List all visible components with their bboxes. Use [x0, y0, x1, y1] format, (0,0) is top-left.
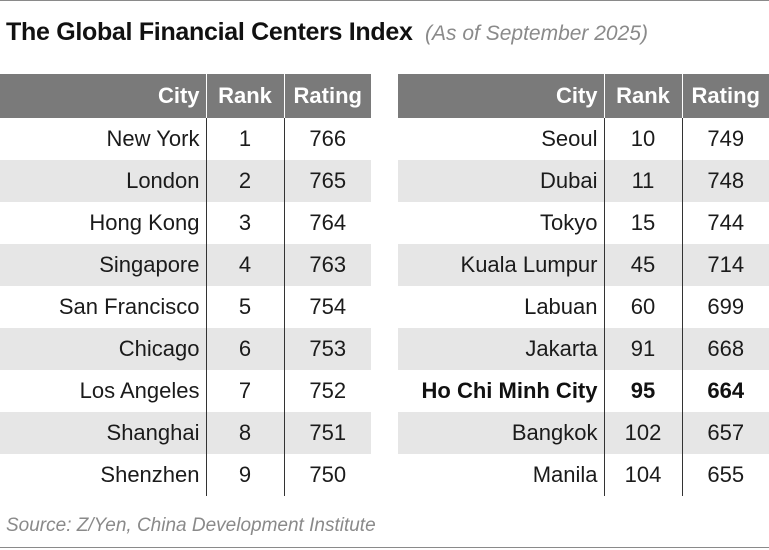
- rank-cell: 4: [205, 244, 285, 286]
- rank-cell: 8: [205, 412, 285, 454]
- ranking-table-left: City Rank Rating New York 1 766 London 2 765 H…: [0, 74, 371, 496]
- city-cell: Dubai: [398, 160, 604, 202]
- title-row: The Global Financial Centers Index (As o…: [6, 18, 648, 52]
- table-row: London 2 765: [0, 160, 371, 202]
- table-header-row: City Rank Rating: [0, 74, 371, 118]
- city-cell: Jakarta: [398, 328, 604, 370]
- rating-cell: 750: [309, 462, 347, 487]
- city-cell: Labuan: [524, 294, 598, 319]
- rank-cell: 95: [603, 370, 683, 412]
- city-cell: London: [0, 160, 206, 202]
- page-subtitle: (As of September 2025): [425, 22, 648, 45]
- column-header-rank: Rank: [205, 74, 285, 118]
- rank-cell: 45: [603, 244, 683, 286]
- rating-cell: 765: [284, 160, 371, 202]
- rank-cell: 9: [205, 454, 285, 496]
- city-cell: Singapore: [0, 244, 206, 286]
- table-row: Chicago 6 753: [0, 328, 371, 370]
- rating-cell: 753: [284, 328, 371, 370]
- city-cell: Seoul: [541, 126, 598, 151]
- table-row: Labuan 60 699: [398, 286, 769, 328]
- rating-cell: 744: [707, 210, 745, 235]
- column-header-rating: Rating: [284, 74, 371, 118]
- table-row: Tokyo 15 744: [398, 202, 769, 244]
- table-row: Shenzhen 9 750: [0, 454, 371, 496]
- city-cell: Manila: [532, 462, 598, 487]
- city-cell: Tokyo: [540, 210, 598, 235]
- rank-cell: 104: [603, 454, 683, 496]
- bottom-rule: [0, 547, 769, 548]
- ranking-table-right: City Rank Rating Seoul 10 749 Dubai 11 748 Tok…: [398, 74, 769, 496]
- rating-cell: 748: [682, 160, 769, 202]
- rating-cell: 766: [309, 126, 347, 151]
- column-header-rating: Rating: [682, 74, 769, 118]
- table-row: Kuala Lumpur 45 714: [398, 244, 769, 286]
- rank-cell: 60: [603, 286, 683, 328]
- page-title: The Global Financial Centers Index: [6, 18, 413, 46]
- rank-cell: 1: [205, 118, 285, 160]
- rating-cell: 752: [309, 378, 347, 403]
- table-row: New York 1 766: [0, 118, 371, 160]
- table-row: Jakarta 91 668: [398, 328, 769, 370]
- rank-cell: 91: [603, 328, 683, 370]
- table-row: Seoul 10 749: [398, 118, 769, 160]
- table-row: Bangkok 102 657: [398, 412, 769, 454]
- top-rule: [0, 0, 769, 1]
- rank-cell: 11: [603, 160, 683, 202]
- table-row: Shanghai 8 751: [0, 412, 371, 454]
- city-cell: Bangkok: [398, 412, 604, 454]
- city-cell: Ho Chi Minh City: [421, 378, 598, 403]
- rating-cell: 657: [682, 412, 769, 454]
- column-header-rank: Rank: [603, 74, 683, 118]
- city-cell: Kuala Lumpur: [398, 244, 604, 286]
- city-cell: San Francisco: [58, 294, 200, 319]
- rating-cell: 714: [682, 244, 769, 286]
- rank-cell: 6: [205, 328, 285, 370]
- rating-cell: 664: [707, 378, 745, 403]
- rating-cell: 763: [284, 244, 371, 286]
- rating-cell: 751: [284, 412, 371, 454]
- source-note: Source: Z/Yen, China Development Institu…: [6, 515, 376, 536]
- city-cell: Los Angeles: [79, 378, 200, 403]
- table-row: San Francisco 5 754: [0, 286, 371, 328]
- table-row: Dubai 11 748: [398, 160, 769, 202]
- table-row: Ho Chi Minh City 95 664: [398, 370, 769, 412]
- table-row: Manila 104 655: [398, 454, 769, 496]
- city-cell: Chicago: [0, 328, 206, 370]
- rank-cell: 7: [205, 370, 285, 412]
- rating-cell: 655: [707, 462, 745, 487]
- table-body-right: Seoul 10 749 Dubai 11 748 Tokyo 15 744 Kuala Lump…: [398, 118, 769, 496]
- table-row: Los Angeles 7 752: [0, 370, 371, 412]
- rating-cell: 699: [707, 294, 745, 319]
- rank-cell: 15: [603, 202, 683, 244]
- table-body-left: New York 1 766 London 2 765 Hong Kong 3 764 Singa…: [0, 118, 371, 496]
- rank-cell: 3: [205, 202, 285, 244]
- city-cell: Shenzhen: [100, 462, 200, 487]
- rating-cell: 668: [682, 328, 769, 370]
- rank-cell: 5: [205, 286, 285, 328]
- rank-cell: 10: [603, 118, 683, 160]
- rank-cell: 102: [603, 412, 683, 454]
- column-header-city: City: [0, 74, 206, 118]
- city-cell: New York: [106, 126, 200, 151]
- rating-cell: 764: [309, 210, 347, 235]
- rating-cell: 754: [309, 294, 347, 319]
- table-row: Singapore 4 763: [0, 244, 371, 286]
- city-cell: Hong Kong: [89, 210, 200, 235]
- table-row: Hong Kong 3 764: [0, 202, 371, 244]
- table-header-row: City Rank Rating: [398, 74, 769, 118]
- column-header-city: City: [398, 74, 604, 118]
- rating-cell: 749: [707, 126, 745, 151]
- city-cell: Shanghai: [0, 412, 206, 454]
- rank-cell: 2: [205, 160, 285, 202]
